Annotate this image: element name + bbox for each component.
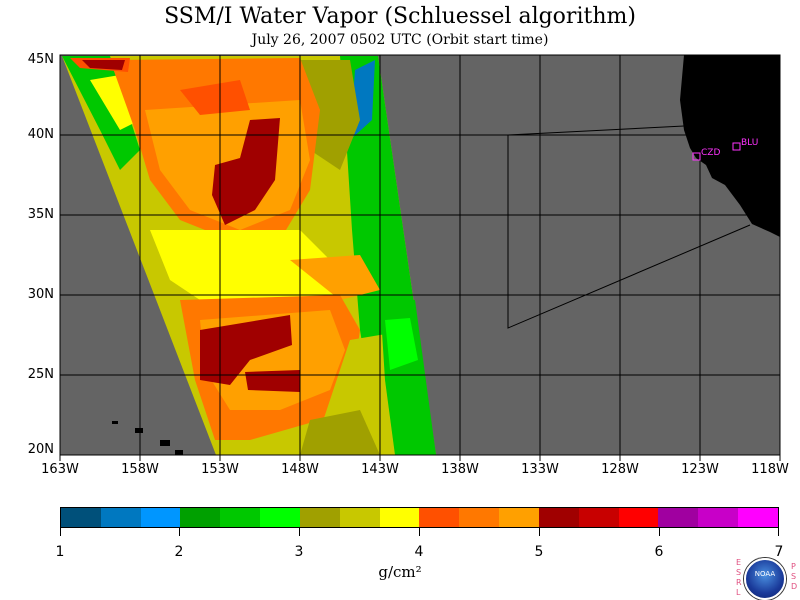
swath-darkred-south — [200, 315, 292, 385]
colorbar-segment — [419, 508, 460, 527]
lon-label-128w: 128W — [601, 462, 639, 477]
colorbar-label-2: 2 — [174, 544, 184, 560]
swath-redorange-north — [180, 80, 250, 115]
lat-label-45n: 45N — [27, 52, 54, 67]
logo-letter: S — [736, 568, 742, 577]
axis-ticks — [59, 455, 781, 461]
colorbar-segment — [459, 508, 500, 527]
logo-letter: D — [791, 582, 798, 591]
colorbar — [60, 507, 779, 528]
lat-label-30n: 30N — [27, 287, 54, 302]
map-title: SSM/I Water Vapor (Schluessel algorithm) — [164, 4, 636, 29]
colorbar-tick — [299, 528, 300, 536]
colorbar-segment — [738, 508, 778, 527]
map-subtitle: July 26, 2007 0502 UTC (Orbit start time… — [251, 32, 549, 48]
lon-label-138w: 138W — [441, 462, 479, 477]
colorbar-label-3: 3 — [294, 544, 304, 560]
colorbar-label-6: 6 — [654, 544, 664, 560]
colorbar-tick — [179, 528, 180, 536]
lat-label-25n: 25N — [27, 367, 54, 382]
land-hawaii — [112, 421, 183, 455]
logo-letter: R — [736, 578, 742, 587]
flight-track — [507, 125, 751, 329]
lon-label-133w: 133W — [521, 462, 559, 477]
station-czd-label: CZD — [701, 148, 721, 158]
logo-letter: E — [736, 558, 742, 567]
noaa-logo-text: NOAA — [754, 570, 776, 578]
colorbar-segment — [260, 508, 300, 527]
colorbar-tick — [539, 528, 540, 536]
colorbar-tick — [778, 528, 779, 536]
station-czd-marker[interactable] — [692, 152, 701, 161]
colorbar-segment — [499, 508, 539, 527]
swath-darkred-north — [212, 118, 280, 225]
colorbar-label-5: 5 — [534, 544, 544, 560]
colorbar-label-1: 1 — [55, 544, 65, 560]
colorbar-tick — [60, 528, 61, 536]
colorbar-segment — [578, 508, 619, 527]
esrl-psd-logo: E S R L NOAA P S D — [728, 556, 800, 600]
land-california — [680, 55, 780, 237]
noaa-logo-icon — [744, 558, 786, 600]
swath-olive-south — [300, 410, 380, 455]
lat-label-20n: 20N — [27, 442, 54, 457]
lat-label-40n: 40N — [27, 127, 54, 142]
swath-darkred-south-2 — [245, 370, 300, 392]
swath-orange-mid — [290, 255, 380, 300]
lon-label-123w: 123W — [681, 462, 719, 477]
swath-yellow-mid — [150, 230, 360, 300]
lon-label-158w: 158W — [121, 462, 159, 477]
colorbar-tick — [419, 528, 420, 536]
colorbar-segment — [220, 508, 261, 527]
colorbar-segment — [100, 508, 141, 527]
colorbar-segment — [698, 508, 739, 527]
colorbar-segment — [140, 508, 181, 527]
lon-label-118w: 118W — [751, 462, 789, 477]
colorbar-segment — [180, 508, 221, 527]
swath-darkred-nw — [82, 60, 125, 70]
swath-green-west — [62, 56, 140, 170]
colorbar-label-4: 4 — [414, 544, 424, 560]
swath-brightgreen-se — [385, 318, 418, 370]
station-blu-label: BLU — [741, 138, 759, 148]
colorbar-segment — [299, 508, 340, 527]
colorbar-tick — [659, 528, 660, 536]
logo-letter: L — [736, 588, 741, 597]
lat-label-35n: 35N — [27, 207, 54, 222]
colorbar-label-7: 7 — [774, 544, 784, 560]
colorbar-segment — [658, 508, 699, 527]
lon-label-153w: 153W — [201, 462, 239, 477]
colorbar-segment — [379, 508, 420, 527]
station-blu-marker[interactable] — [732, 142, 741, 151]
lon-label-148w: 148W — [281, 462, 319, 477]
lon-label-163w: 163W — [41, 462, 79, 477]
map-frame — [59, 54, 781, 456]
logo-letter: S — [791, 572, 797, 581]
map-gridlines — [60, 55, 780, 455]
data-swath — [62, 56, 436, 455]
logo-letter: P — [791, 562, 796, 571]
lon-label-143w: 143W — [361, 462, 399, 477]
colorbar-segment — [61, 508, 101, 527]
colorbar-units: g/cm² — [378, 563, 422, 581]
colorbar-segment — [538, 508, 579, 527]
colorbar-segment — [339, 508, 380, 527]
colorbar-segment — [618, 508, 659, 527]
